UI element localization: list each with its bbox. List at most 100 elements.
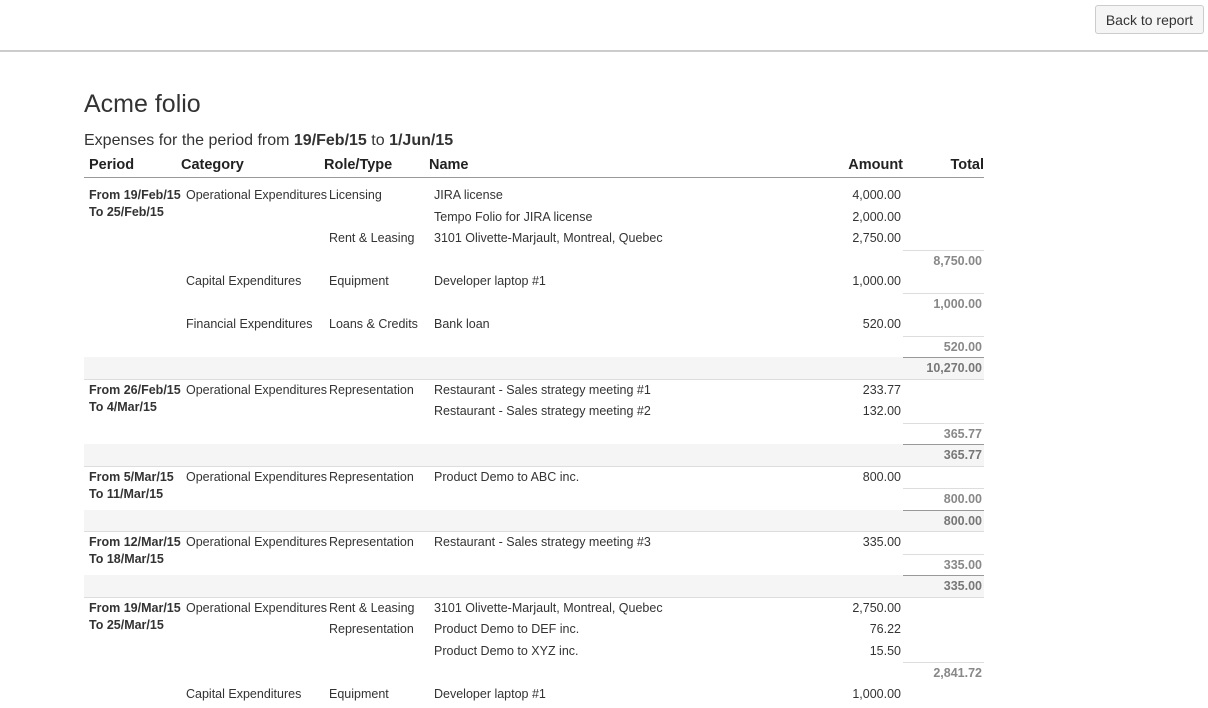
item-row: Capital Expenditures Equipment Developer l… (84, 684, 984, 706)
item-amount: 335.00 (862, 535, 901, 549)
item-amount: 15.50 (869, 643, 901, 658)
column-header: Role/Type (324, 157, 393, 173)
item-amount: 2,750.00 (852, 231, 901, 245)
item-name: Bank loan (434, 317, 490, 331)
item-amount: 2,750.00 (852, 600, 901, 615)
item-name: JIRA license (434, 188, 503, 202)
category-subtotal: 520.00 (903, 335, 984, 358)
item-row: Financial Expenditures Loans & Credits Ban… (84, 314, 984, 336)
role-cell: Representation (329, 382, 414, 397)
subtitle-start: 19/Feb/15 (293, 132, 367, 149)
item-row: Tempo Folio for JIRA license 2,000.00 (84, 207, 984, 229)
role-cell: Representation (329, 535, 414, 549)
item-row: Representation Product Demo to DEF inc. 76… (84, 619, 984, 641)
period-from: From 19/Mar/15 (89, 600, 181, 615)
column-header: Total (950, 157, 984, 173)
item-amount: 4,000.00 (852, 188, 901, 202)
role-cell: Equipment (329, 686, 389, 701)
report-table: Period Category Role/Type Name Amount Total F… (84, 155, 984, 705)
item-name: Restaurant - Sales strategy meeting #2 (434, 404, 651, 418)
category-subtotal: 335.00 (903, 553, 984, 576)
period-from: From 26/Feb/15 (89, 382, 181, 397)
category-subtotal: 2,841.72 (903, 662, 984, 684)
period-total-row: 365.77 (84, 444, 984, 467)
column-header: Period (89, 157, 135, 173)
subtotal-row: 8,750.00 (84, 249, 984, 272)
item-amount: 800.00 (862, 469, 901, 484)
period-total-row: 800.00 (84, 509, 984, 532)
table-header: Period Category Role/Type Name Amount Total (84, 155, 984, 178)
item-row: From 19/Feb/15 To 25/Feb/15 Operational Ex… (84, 185, 984, 219)
role-cell: Rent & Leasing (329, 600, 415, 615)
period-total: 335.00 (903, 575, 984, 597)
column-header: Amount (848, 157, 903, 173)
category-cell: Operational Expenditures (186, 188, 328, 202)
period-to: To 25/Feb/15 (89, 205, 164, 219)
category-subtotal: 800.00 (903, 488, 984, 510)
item-name: Developer laptop #1 (434, 274, 546, 288)
item-name: 3101 Olivette-Marjault, Montreal, Quebec (434, 600, 663, 615)
item-amount: 132.00 (862, 404, 901, 418)
period-total-row: 10,270.00 (84, 357, 984, 380)
item-amount: 76.22 (869, 622, 901, 636)
period-cell: From 12/Mar/15 To 18/Mar/15 (89, 534, 181, 568)
period-cell: From 26/Feb/15 To 4/Mar/15 (89, 382, 181, 416)
item-row: From 26/Feb/15 To 4/Mar/15 Operational Exp… (84, 380, 984, 414)
period-total-row: 335.00 (84, 575, 984, 598)
period-cell: From 5/Mar/15 To 11/Mar/15 (89, 469, 174, 503)
item-name: Product Demo to XYZ inc. (434, 643, 579, 658)
category-cell: Operational Expenditures (186, 469, 328, 484)
category-cell: Operational Expenditures (186, 535, 328, 549)
category-cell: Operational Expenditures (186, 600, 328, 615)
category-cell: Operational Expenditures (186, 382, 328, 397)
category-subtotal: 1,000.00 (903, 292, 984, 315)
table-body: From 19/Feb/15 To 25/Feb/15 Operational Ex… (84, 185, 984, 705)
subtotal-row: 520.00 (84, 335, 984, 358)
role-cell: Representation (329, 469, 414, 484)
item-name: Product Demo to ABC inc. (434, 469, 580, 484)
item-name: Product Demo to DEF inc. (434, 622, 580, 636)
column-header: Name (429, 157, 469, 173)
item-row: Rent & Leasing 3101 Olivette-Marjault, Mo… (84, 228, 984, 250)
period-from: From 19/Feb/15 (89, 188, 181, 202)
period-to: To 11/Mar/15 (89, 486, 164, 501)
item-amount: 2,000.00 (852, 209, 901, 224)
period-cell: From 19/Mar/15 To 25/Mar/15 (89, 600, 181, 634)
period-from: From 12/Mar/15 (89, 535, 181, 549)
report-subtitle: Expenses for the period from 19/Feb/15 t… (84, 132, 453, 150)
period-total: 365.77 (903, 444, 984, 466)
item-name: Tempo Folio for JIRA license (434, 209, 593, 224)
item-row: Product Demo to XYZ inc. 15.50 (84, 641, 984, 663)
item-row: From 12/Mar/15 To 18/Mar/15 Operational Ex… (84, 532, 984, 566)
item-name: Restaurant - Sales strategy meeting #1 (434, 382, 651, 397)
back-button[interactable]: Back to report (1094, 5, 1204, 34)
item-amount: 520.00 (862, 317, 901, 331)
period-to: To 25/Mar/15 (89, 617, 164, 632)
period-cell: From 19/Feb/15 To 25/Feb/15 (89, 187, 181, 221)
category-cell: Capital Expenditures (186, 274, 302, 288)
item-amount: 1,000.00 (852, 274, 901, 288)
item-name: 3101 Olivette-Marjault, Montreal, Quebec (434, 231, 663, 245)
report-title: Acme folio (84, 90, 201, 118)
category-cell: Capital Expenditures (186, 686, 302, 701)
item-row: Restaurant - Sales strategy meeting #2 13… (84, 401, 984, 423)
column-header: Category (181, 157, 244, 173)
subtotal-row: 335.00 (84, 553, 984, 576)
toolbar: Back to report (0, 0, 1208, 52)
item-name: Developer laptop #1 (434, 686, 546, 701)
role-cell: Representation (329, 622, 414, 636)
subtitle-prefix: Expenses for the period from (84, 132, 290, 149)
item-row: From 19/Mar/15 To 25/Mar/15 Operational Ex… (84, 598, 984, 632)
period-to: To 4/Mar/15 (89, 399, 157, 414)
subtotal-row: 365.77 (84, 422, 984, 445)
item-row: Capital Expenditures Equipment Developer l… (84, 271, 984, 293)
role-cell: Equipment (329, 274, 389, 288)
role-cell: Licensing (329, 188, 382, 202)
role-cell: Loans & Credits (329, 317, 418, 331)
period-from: From 5/Mar/15 (89, 469, 174, 484)
item-amount: 233.77 (862, 382, 901, 397)
subtitle-end: 1/Jun/15 (389, 132, 454, 149)
category-cell: Financial Expenditures (186, 317, 313, 331)
subtotal-row: 1,000.00 (84, 292, 984, 315)
